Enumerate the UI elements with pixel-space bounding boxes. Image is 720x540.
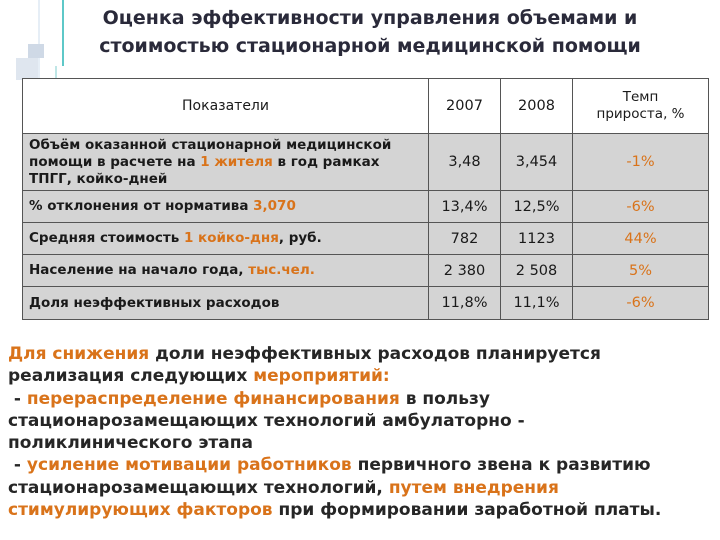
header-2007: 2007 — [428, 78, 501, 134]
row-label-text: Доля неэффективных расходов — [29, 294, 280, 311]
indicators-table: Показатели 2007 2008 Темп прироста, % Об… — [22, 78, 709, 320]
highlight-text: мероприятий: — [253, 366, 390, 387]
paragraph-text: - — [8, 388, 27, 409]
paragraph-line: реализация следующих мероприятий: — [8, 365, 714, 387]
row-label-text: % отклонения от норматива — [29, 198, 254, 214]
row-label: % отклонения от норматива 3,070 — [22, 190, 429, 223]
paragraph-line: - перераспределение финансирования в пол… — [8, 388, 714, 410]
highlight-text: усиление мотивации работников — [26, 455, 352, 476]
paragraph-line: Для снижения доли неэффективных расходов… — [8, 343, 714, 365]
row-label-text: Объём оказанной стационарной медицинской… — [29, 136, 392, 170]
row-label-text: Средняя стоимость — [29, 230, 184, 246]
cell-growth-rate: -6% — [572, 190, 709, 223]
highlight-text: путем внедрения — [388, 477, 559, 498]
cell-growth-rate: -1% — [572, 133, 709, 191]
table-row: Объём оказанной стационарной медицинской… — [22, 133, 709, 191]
header-rate-line: прироста, % — [596, 106, 685, 122]
table-row: Доля неэффективных расходов 11,8% 11,1% … — [22, 286, 709, 320]
cell-2008: 1123 — [500, 222, 573, 255]
row-label: Объём оказанной стационарной медицинской… — [22, 133, 429, 191]
paragraph-text: в пользу — [399, 388, 490, 409]
decorative-square — [16, 58, 38, 80]
highlight-text: стимулирующих факторов — [8, 500, 273, 521]
paragraph-line: поликлинического этапа — [8, 433, 253, 454]
decorative-square — [28, 44, 44, 58]
title-line: Оценка эффективности управления объемами… — [102, 7, 638, 29]
paragraph-text: при формировании заработной платы. — [272, 500, 662, 521]
cell-2007: 11,8% — [428, 286, 501, 320]
table-row: % отклонения от норматива 3,070 13,4% 12… — [22, 190, 709, 223]
row-label: Средняя стоимость 1 койко-дня, руб. — [22, 222, 429, 255]
paragraph-text: реализация следующих — [8, 366, 254, 387]
header-rate-line: Темп — [622, 89, 659, 105]
cell-2008: 3,454 — [500, 133, 573, 191]
paragraph-text: стационарозамещающих технологий, — [8, 477, 389, 498]
row-label-highlight: 1 жителя — [200, 153, 273, 170]
table-row: Население на начало года, тыс.чел. 2 380… — [22, 254, 709, 287]
cell-2007: 2 380 — [428, 254, 501, 287]
measures-paragraph: Для снижения доли неэффективных расходов… — [8, 343, 714, 521]
row-label: Население на начало года, тыс.чел. — [22, 254, 429, 287]
row-label-text: в год рамках ТПГГ, койко-дней — [29, 153, 380, 187]
cell-growth-rate: 44% — [572, 222, 709, 255]
cell-2008: 12,5% — [500, 190, 573, 223]
row-label-highlight: тыс.чел. — [248, 262, 315, 278]
row-label-text: Население на начало года, — [29, 262, 249, 278]
row-label-highlight: 1 койко-дня — [183, 230, 279, 246]
paragraph-line: - усиление мотивации работников первично… — [8, 454, 714, 476]
cell-2008: 11,1% — [500, 286, 573, 320]
row-label-highlight: 3,070 — [253, 198, 296, 214]
cell-2007: 782 — [428, 222, 501, 255]
cell-2008: 2 508 — [500, 254, 573, 287]
paragraph-line: стационарозамещающих технологий, путем в… — [8, 477, 714, 499]
highlight-text: перераспределение финансирования — [26, 388, 400, 409]
table-header-row: Показатели 2007 2008 Темп прироста, % — [22, 78, 709, 134]
decorative-line — [38, 0, 40, 126]
slide-title: Оценка эффективности управления объемами… — [40, 4, 700, 60]
header-growth-rate: Темп прироста, % — [572, 78, 709, 134]
header-2008: 2008 — [500, 78, 573, 134]
cell-growth-rate: 5% — [572, 254, 709, 287]
cell-2007: 13,4% — [428, 190, 501, 223]
highlight-text: Для снижения — [8, 344, 150, 364]
title-line: стоимостью стационарной медицинской помо… — [99, 35, 641, 57]
table-row: Средняя стоимость 1 койко-дня, руб. 782 … — [22, 222, 709, 255]
paragraph-text: первичного звена к развитию — [351, 455, 651, 476]
paragraph-text: доли неэффективных расходов планируется — [149, 344, 601, 364]
paragraph-text: - — [8, 455, 27, 476]
paragraph-line: стационарозамещающих технологий амбулато… — [8, 410, 525, 431]
row-label-text: , руб. — [278, 230, 322, 246]
cell-2007: 3,48 — [428, 133, 501, 191]
header-indicator: Показатели — [22, 78, 429, 134]
cell-growth-rate: -6% — [572, 286, 709, 320]
decorative-line-accent — [62, 0, 64, 66]
paragraph-line: стимулирующих факторов при формировании … — [8, 499, 714, 521]
row-label: Доля неэффективных расходов — [22, 286, 429, 320]
